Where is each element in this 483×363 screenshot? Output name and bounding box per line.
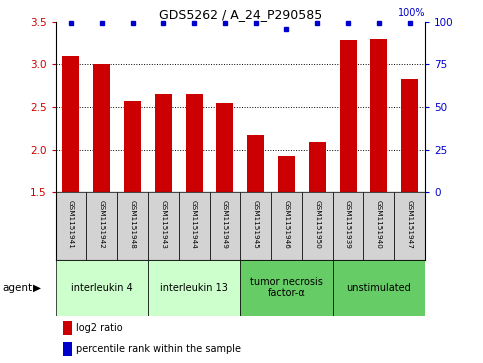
Text: GSM1151939: GSM1151939 bbox=[345, 200, 351, 249]
Bar bbox=[210, 192, 240, 260]
Text: 100%: 100% bbox=[398, 8, 425, 19]
Bar bbox=[155, 94, 172, 192]
Bar bbox=[148, 192, 179, 260]
Bar bbox=[401, 79, 418, 192]
Bar bbox=[93, 64, 110, 192]
Bar bbox=[56, 192, 86, 260]
Bar bbox=[247, 135, 264, 192]
Text: GSM1151947: GSM1151947 bbox=[407, 200, 412, 249]
Text: GSM1151944: GSM1151944 bbox=[191, 200, 197, 249]
Bar bbox=[271, 192, 302, 260]
Text: GSM1151941: GSM1151941 bbox=[68, 200, 74, 249]
Text: GSM1151948: GSM1151948 bbox=[129, 200, 136, 249]
Bar bbox=[240, 260, 333, 316]
Bar bbox=[364, 192, 394, 260]
Bar bbox=[86, 192, 117, 260]
Bar bbox=[340, 40, 356, 192]
Bar bbox=[370, 39, 387, 192]
Bar bbox=[63, 322, 72, 335]
Bar bbox=[124, 101, 141, 192]
Bar bbox=[117, 192, 148, 260]
Bar bbox=[216, 103, 233, 192]
Text: tumor necrosis
factor-α: tumor necrosis factor-α bbox=[250, 277, 323, 298]
Bar bbox=[309, 142, 326, 192]
Bar bbox=[185, 94, 202, 192]
Title: GDS5262 / A_24_P290585: GDS5262 / A_24_P290585 bbox=[159, 8, 322, 21]
Text: unstimulated: unstimulated bbox=[346, 283, 411, 293]
Bar bbox=[148, 260, 241, 316]
Text: GSM1151943: GSM1151943 bbox=[160, 200, 166, 249]
Bar bbox=[278, 156, 295, 192]
Bar bbox=[333, 260, 425, 316]
Bar bbox=[394, 192, 425, 260]
Bar bbox=[63, 342, 72, 356]
Text: interleukin 4: interleukin 4 bbox=[71, 283, 133, 293]
Text: GSM1151942: GSM1151942 bbox=[99, 200, 105, 249]
Bar bbox=[179, 192, 210, 260]
Bar bbox=[240, 192, 271, 260]
Text: GSM1151950: GSM1151950 bbox=[314, 200, 320, 249]
Text: ▶: ▶ bbox=[33, 283, 41, 293]
Bar bbox=[302, 192, 333, 260]
Text: GSM1151946: GSM1151946 bbox=[284, 200, 289, 249]
Bar bbox=[333, 192, 364, 260]
Text: GSM1151945: GSM1151945 bbox=[253, 200, 259, 249]
Text: GSM1151940: GSM1151940 bbox=[376, 200, 382, 249]
Bar bbox=[56, 260, 148, 316]
Text: log2 ratio: log2 ratio bbox=[76, 323, 123, 333]
Text: interleukin 13: interleukin 13 bbox=[160, 283, 228, 293]
Bar bbox=[62, 56, 79, 192]
Text: GSM1151949: GSM1151949 bbox=[222, 200, 228, 249]
Text: agent: agent bbox=[2, 283, 32, 293]
Text: percentile rank within the sample: percentile rank within the sample bbox=[76, 344, 241, 354]
